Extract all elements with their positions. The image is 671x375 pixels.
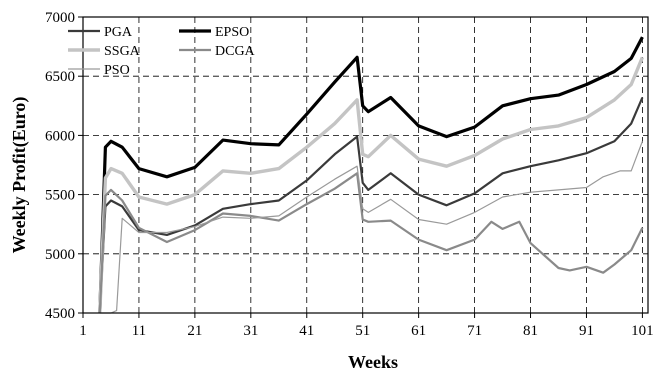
grid: [83, 17, 648, 313]
y-tick-label: 6000: [45, 128, 75, 144]
plot-frame: [82, 16, 649, 314]
series-line-ssga: [98, 56, 644, 314]
x-tick-label: 21: [187, 323, 202, 339]
legend-label-dcga: DCGA: [215, 44, 256, 59]
x-tick-label: 71: [467, 323, 482, 339]
x-tick-label: 91: [579, 323, 594, 339]
x-tick-label: 31: [243, 323, 258, 339]
legend: PGA EPSO SSGA DCGA PSO: [68, 25, 256, 78]
x-axis-title: Weeks: [348, 352, 398, 372]
y-axis-title: Weekly Profit(Euro): [9, 97, 30, 254]
x-tick-label: 101: [631, 323, 654, 339]
legend-label-pso: PSO: [104, 63, 130, 78]
legend-label-ssga: SSGA: [104, 44, 141, 59]
series-line-pso: [99, 141, 643, 314]
x-tick-label: 61: [411, 323, 426, 339]
y-tick-label: 7000: [45, 10, 75, 26]
y-tick-label: 6500: [45, 69, 75, 85]
y-tick-label: 4500: [45, 306, 75, 322]
series-line-epso: [98, 36, 644, 314]
x-tick-label: 11: [132, 323, 146, 339]
y-tick-label: 5500: [45, 188, 75, 204]
series-line-dcga: [98, 172, 644, 314]
tick-labels: 1 11 21 31 41 51 61 71 81 91 101450050005500600065…: [45, 10, 654, 339]
x-tick-label: 41: [299, 323, 314, 339]
legend-label-pga: PGA: [104, 25, 133, 40]
series-lines: [98, 36, 644, 314]
legend-label-epso: EPSO: [215, 25, 249, 40]
x-tick-label: 1: [79, 323, 87, 339]
axes: [78, 16, 649, 318]
x-tick-label: 81: [523, 323, 538, 339]
x-tick-label: 51: [355, 323, 370, 339]
y-tick-label: 5000: [45, 247, 75, 263]
